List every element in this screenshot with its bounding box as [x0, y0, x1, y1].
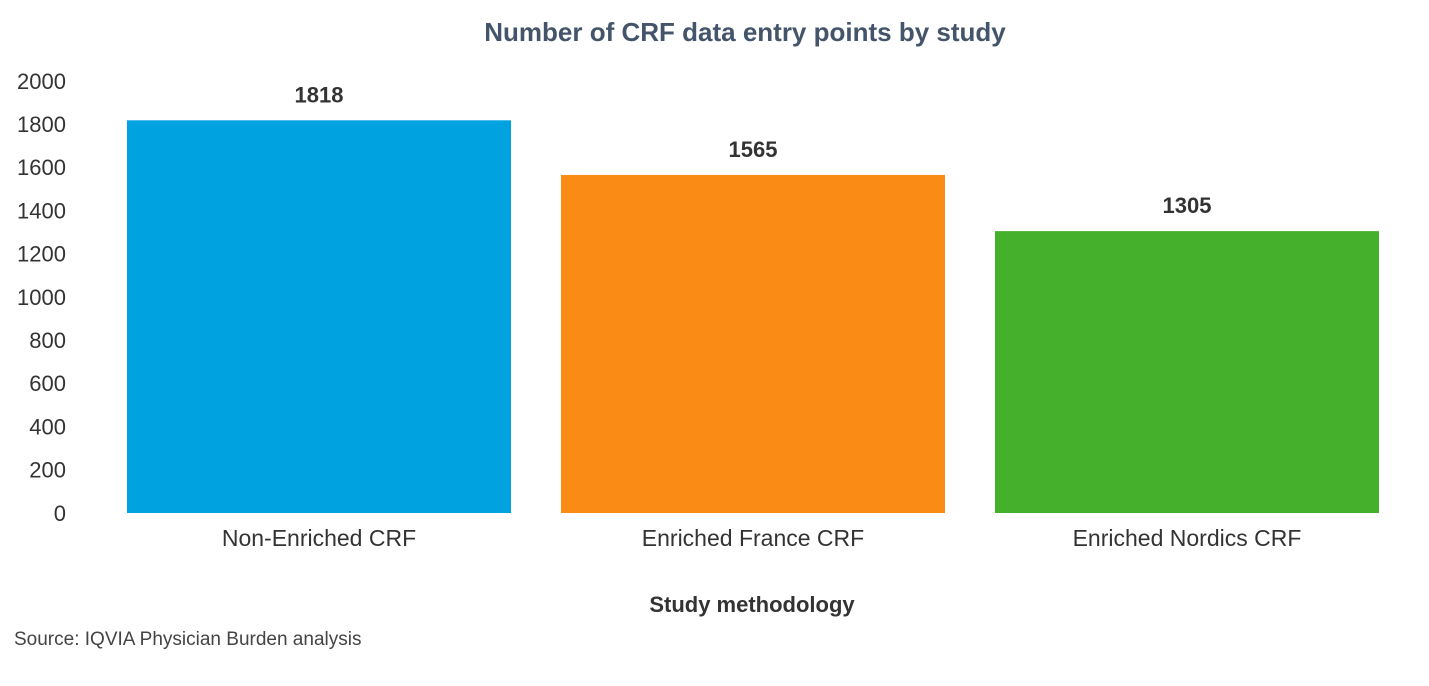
x-category-label: Enriched Nordics CRF	[1073, 525, 1302, 551]
data-labels: 1818 1565 1305	[295, 82, 1212, 218]
y-tick-label: 1800	[17, 112, 66, 137]
y-tick-label: 0	[54, 501, 66, 526]
y-tick-label: 1200	[17, 242, 66, 267]
y-tick-label: 400	[29, 414, 66, 439]
y-axis-ticks: 0 200 400 600 800 1000 1200 1400 1600 1800 2000	[17, 69, 66, 526]
bar-value-label: 1818	[295, 82, 344, 107]
y-tick-label: 200	[29, 458, 66, 483]
y-tick-label: 800	[29, 328, 66, 353]
bar-value-label: 1305	[1163, 193, 1212, 218]
y-tick-label: 1400	[17, 198, 66, 223]
x-category-label: Non-Enriched CRF	[222, 525, 416, 551]
y-tick-label: 1600	[17, 155, 66, 180]
source-note: Source: IQVIA Physician Burden analysis	[14, 629, 362, 650]
bar	[127, 120, 511, 513]
y-tick-label: 2000	[17, 69, 66, 94]
x-category-label: Enriched France CRF	[642, 525, 864, 551]
x-axis-category-labels: Non-Enriched CRF Enriched France CRF Enric…	[222, 525, 1302, 551]
bar	[561, 174, 945, 513]
bar	[995, 231, 1379, 513]
bar-value-label: 1565	[729, 137, 778, 162]
y-tick-label: 600	[29, 371, 66, 396]
x-axis-title: Study methodology	[649, 592, 855, 617]
bars	[127, 120, 1379, 513]
chart-title: Number of CRF data entry points by study	[484, 17, 1006, 47]
y-tick-label: 1000	[17, 285, 66, 310]
